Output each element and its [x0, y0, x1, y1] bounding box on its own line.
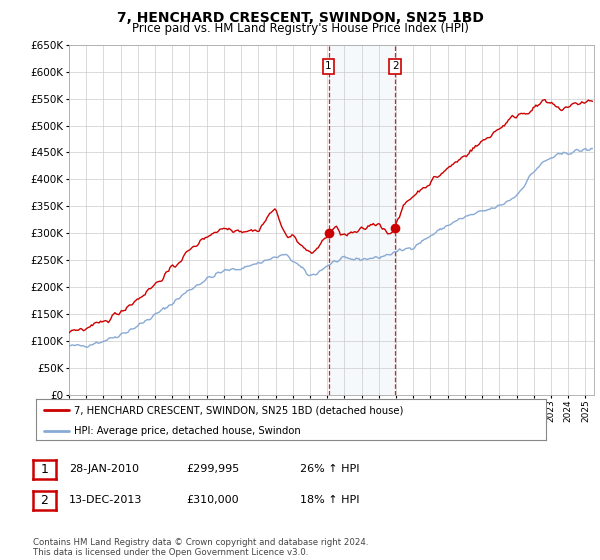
Text: Contains HM Land Registry data © Crown copyright and database right 2024.
This d: Contains HM Land Registry data © Crown c…	[33, 538, 368, 557]
Text: Price paid vs. HM Land Registry's House Price Index (HPI): Price paid vs. HM Land Registry's House …	[131, 22, 469, 35]
Text: £299,995: £299,995	[186, 464, 239, 474]
Text: 26% ↑ HPI: 26% ↑ HPI	[300, 464, 359, 474]
Text: 1: 1	[325, 62, 332, 71]
Text: 7, HENCHARD CRESCENT, SWINDON, SN25 1BD: 7, HENCHARD CRESCENT, SWINDON, SN25 1BD	[116, 11, 484, 25]
Bar	[329, 45, 395, 395]
Text: 2: 2	[40, 493, 49, 507]
Text: 28-JAN-2010: 28-JAN-2010	[69, 464, 139, 474]
Text: HPI: Average price, detached house, Swindon: HPI: Average price, detached house, Swin…	[74, 426, 301, 436]
Text: 1: 1	[40, 463, 49, 476]
Text: 7, HENCHARD CRESCENT, SWINDON, SN25 1BD (detached house): 7, HENCHARD CRESCENT, SWINDON, SN25 1BD …	[74, 405, 404, 415]
Text: £310,000: £310,000	[186, 495, 239, 505]
Text: 18% ↑ HPI: 18% ↑ HPI	[300, 495, 359, 505]
Text: 13-DEC-2013: 13-DEC-2013	[69, 495, 142, 505]
Text: 2: 2	[392, 62, 398, 71]
